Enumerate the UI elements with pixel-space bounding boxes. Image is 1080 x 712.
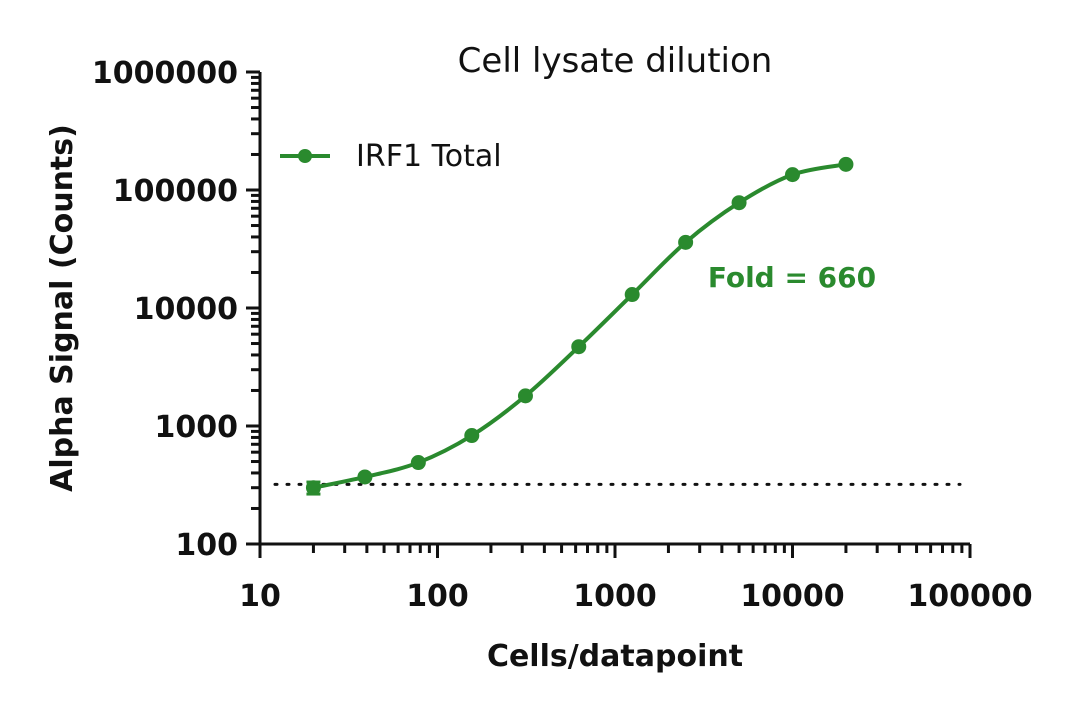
y-tick-label: 100 [175,528,238,563]
data-point [731,195,747,211]
chart-title: Cell lysate dilution [458,41,773,81]
x-tick-label: 100000 [907,579,1032,614]
data-point [517,388,533,404]
x-tick-label: 1000 [573,579,657,614]
data-point [305,480,321,496]
x-axis-label: Cells/datapoint [487,639,743,674]
y-tick-label: 1000 [155,410,239,445]
legend-label: IRF1 Total [356,139,502,174]
data-point [785,167,800,183]
data-point [357,469,373,485]
series-line [313,162,847,490]
data-point [838,156,854,172]
y-tick-labels: 100 1000 10000 100000 1000000 [92,56,238,563]
x-tick-label: 10000 [740,579,844,614]
data-point [464,428,480,444]
x-tick-label: 100 [406,579,469,614]
data-point [571,339,587,355]
y-tick-label: 1000000 [92,56,238,91]
data-point [410,455,426,471]
x-tick-label: 10 [239,579,281,614]
x-tick-labels: 10 100 1000 10000 100000 [239,579,1033,614]
series-layer [305,156,854,496]
axes [246,70,972,558]
y-axis-label: Alpha Signal (Counts) [45,124,80,492]
data-point [624,287,640,303]
legend-marker [298,149,312,163]
fold-annotation: Fold = 660 [708,261,876,294]
y-tick-label: 10000 [134,292,238,327]
data-point [678,234,694,250]
y-tick-label: 100000 [113,174,238,209]
legend: IRF1 Total [280,139,502,174]
